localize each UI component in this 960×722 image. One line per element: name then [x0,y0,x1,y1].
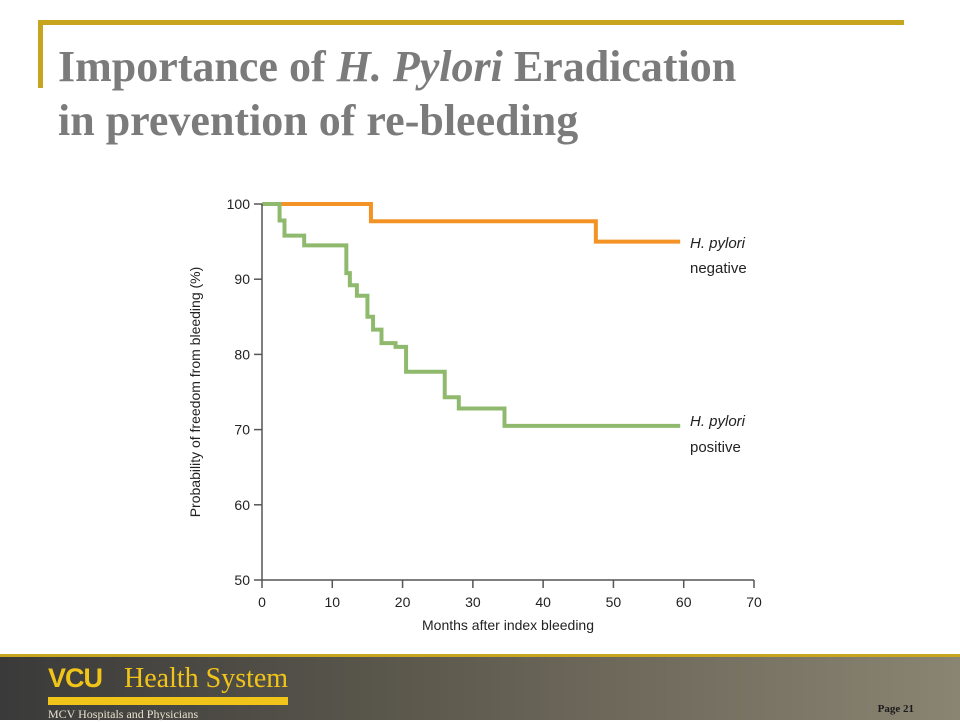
title-part2: Eradication [502,42,737,91]
logo-health-system: Health System [124,663,289,694]
x-tick-label: 0 [258,594,266,610]
title-part1: Importance of [58,42,337,91]
logo-vcu: VCU [48,663,103,693]
page-number: Page 21 [877,703,914,715]
positive-label-line1: H. pylori [690,413,746,430]
series-label-positive: H. pylori positive [690,413,746,456]
title-line2: in prevention of re-bleeding [58,96,579,145]
x-tick-label: 10 [324,594,340,610]
series-label-negative: H. pylori negative [690,235,747,277]
y-axis-label: Probability of freedom from bleeding (%) [187,267,203,518]
series-negative-line [262,202,681,244]
footer-bar: VCU Health System MCV Hospitals and Phys… [0,654,960,721]
survival-chart: 50 60 70 80 90 100 0 10 20 30 40 50 60 70 Months afte… [187,196,762,633]
x-tick-label: 50 [606,594,622,610]
y-tick-label: 70 [234,422,250,438]
series-positive-line [262,202,681,428]
logo-subtitle: MCV Hospitals and Physicians [48,707,199,721]
y-tick-label: 60 [234,497,250,513]
slide-title: Importance of H. Pylori Eradication in p… [58,40,938,148]
frame-top-rule [38,20,904,25]
x-axis-label: Months after index bleeding [422,617,594,633]
positive-label-line2: positive [690,439,741,456]
x-tick-label: 40 [535,594,551,610]
x-tick-label: 60 [676,594,692,610]
series-lines [262,202,681,428]
title-italic: H. Pylori [336,42,503,91]
frame-left-rule [38,20,43,88]
y-tick-label: 100 [227,196,251,212]
negative-label-line2: negative [690,260,747,277]
logo-underline-bar [48,697,288,705]
y-tick-label: 90 [234,271,250,287]
negative-label-line1: H. pylori [690,235,746,252]
x-tick-label: 70 [746,594,762,610]
x-tick-label: 30 [465,594,481,610]
y-tick-label: 50 [234,572,250,588]
axis-ticks: 50 60 70 80 90 100 0 10 20 30 40 50 60 70 [227,196,762,610]
x-tick-label: 20 [395,594,411,610]
y-tick-label: 80 [234,346,250,362]
